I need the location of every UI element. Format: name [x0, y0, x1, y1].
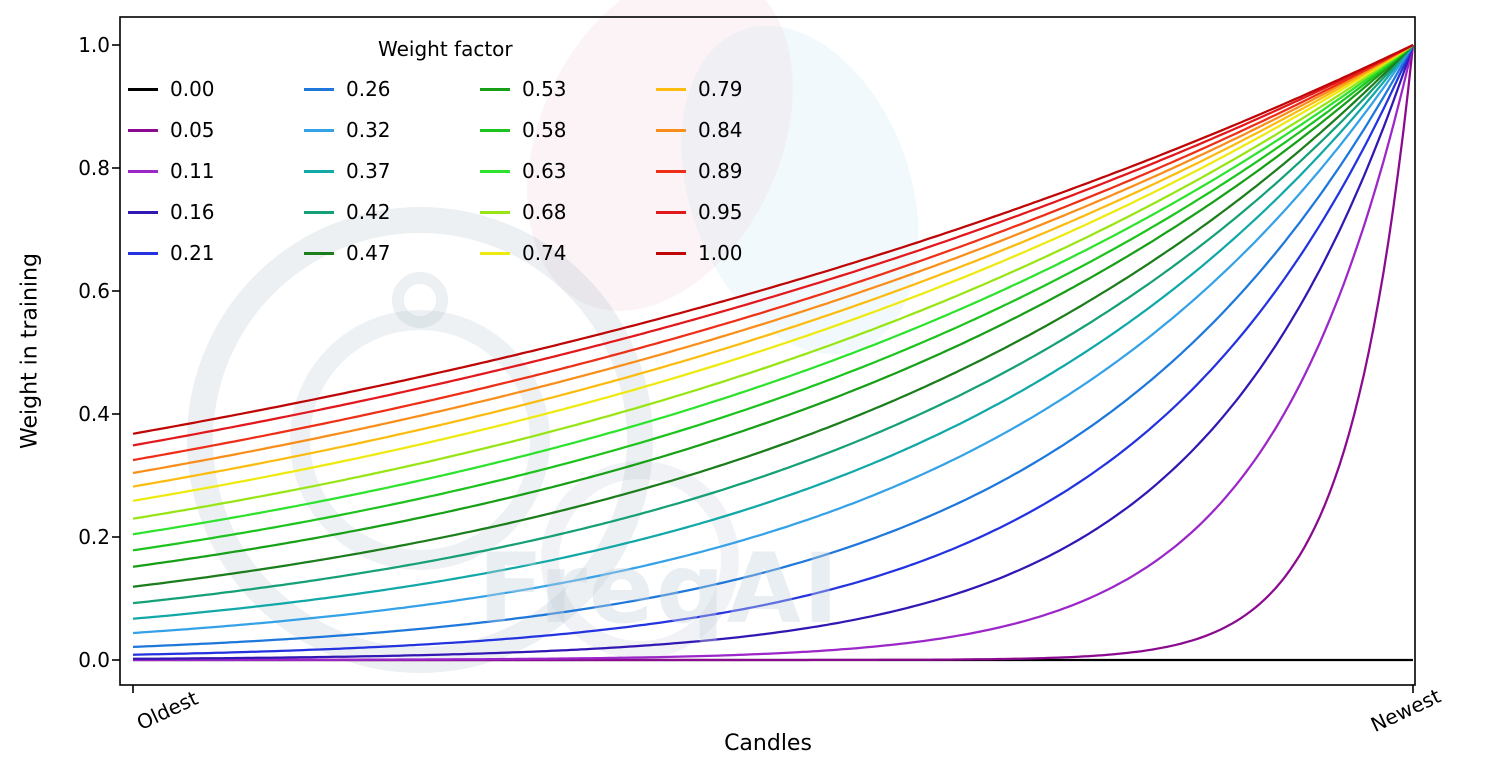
legend-item-0.05: 0.05	[128, 117, 222, 143]
legend-label: 0.21	[170, 241, 215, 265]
legend-item-0.32: 0.32	[304, 117, 398, 143]
legend-item-0.53: 0.53	[480, 76, 574, 102]
legend: Weight factor 0.00 0.05 0.11 0.16 0.21 0.26 0.…	[128, 36, 750, 266]
legend-item-0.42: 0.42	[304, 199, 398, 225]
legend-label: 0.37	[346, 159, 391, 183]
legend-label: 0.53	[522, 77, 567, 101]
legend-label: 0.68	[522, 200, 567, 224]
legend-label: 0.16	[170, 200, 215, 224]
legend-label: 0.32	[346, 118, 391, 142]
series-line-0.53	[132, 44, 1414, 568]
legend-line-swatch	[656, 210, 686, 214]
series-line-0.89	[132, 44, 1414, 462]
series-line-0.95	[132, 43, 1414, 447]
series-line-0.63	[132, 44, 1414, 536]
legend-label: 0.84	[698, 118, 743, 142]
legend-line-swatch	[656, 128, 686, 132]
legend-label: 0.79	[698, 77, 743, 101]
legend-line-swatch	[128, 87, 158, 91]
legend-label: 0.89	[698, 159, 743, 183]
legend-grid: 0.00 0.05 0.11 0.16 0.21 0.26 0.32 0.37 0.42 0.47…	[128, 76, 750, 266]
legend-label: 1.00	[698, 241, 743, 265]
legend-label: 0.74	[522, 241, 567, 265]
legend-label: 0.05	[170, 118, 215, 142]
legend-title: Weight factor	[378, 37, 513, 61]
watermark-stopwatch-knob	[392, 272, 448, 328]
y-tick-label: 0.4	[78, 402, 110, 426]
legend-item-0.58: 0.58	[480, 117, 574, 143]
legend-label: 0.58	[522, 118, 567, 142]
legend-line-swatch	[128, 210, 158, 214]
legend-line-swatch	[128, 169, 158, 173]
legend-item-0.16: 0.16	[128, 199, 222, 225]
legend-line-swatch	[480, 169, 510, 173]
legend-item-0.00: 0.00	[128, 76, 222, 102]
legend-item-0.47: 0.47	[304, 240, 398, 266]
watermark-ring-outer	[187, 207, 653, 673]
legend-item-0.95: 0.95	[656, 199, 750, 225]
series-line-0.47	[132, 44, 1414, 588]
legend-label: 0.26	[346, 77, 391, 101]
y-tick-label: 0.8	[78, 156, 110, 180]
legend-line-swatch	[480, 87, 510, 91]
legend-line-swatch	[304, 128, 334, 132]
legend-line-swatch	[128, 128, 158, 132]
y-tick-label: 0.2	[78, 525, 110, 549]
y-tick-label: 0.6	[78, 279, 110, 303]
legend-item-0.21: 0.21	[128, 240, 222, 266]
legend-item-0.74: 0.74	[480, 240, 574, 266]
series-line-0.74	[132, 44, 1414, 502]
legend-line-swatch	[480, 128, 510, 132]
series-line-1.00	[132, 43, 1414, 435]
legend-line-swatch	[656, 87, 686, 91]
legend-item-0.11: 0.11	[128, 158, 222, 184]
series-line-0.21	[132, 44, 1415, 656]
legend-item-0.68: 0.68	[480, 199, 574, 225]
legend-label: 0.63	[522, 159, 567, 183]
series-line-0.84	[132, 44, 1414, 475]
series-line-0.79	[132, 44, 1414, 488]
watermark-petal-blue	[681, 25, 919, 355]
series-line-0.42	[132, 44, 1414, 605]
legend-line-swatch	[480, 251, 510, 255]
plot-border	[119, 16, 1416, 686]
legend-line-swatch	[128, 251, 158, 255]
legend-item-0.79: 0.79	[656, 76, 750, 102]
series-line-0.68	[132, 44, 1414, 520]
y-tick-label: 0.0	[78, 648, 110, 672]
legend-label: 0.00	[170, 77, 215, 101]
series-line-0.58	[132, 44, 1414, 552]
legend-label: 0.47	[346, 241, 391, 265]
series-line-0.11	[133, 44, 1415, 662]
legend-line-swatch	[304, 87, 334, 91]
legend-line-swatch	[304, 210, 334, 214]
legend-label: 0.42	[346, 200, 391, 224]
y-axis-label: Weight in training	[17, 253, 43, 449]
series-line-0.32	[132, 44, 1414, 635]
legend-item-0.26: 0.26	[304, 76, 398, 102]
legend-item-0.89: 0.89	[656, 158, 750, 184]
legend-line-swatch	[304, 251, 334, 255]
legend-label: 0.95	[698, 200, 743, 224]
legend-item-1.00: 1.00	[656, 240, 750, 266]
watermark-petal-pink	[527, 0, 793, 311]
legend-item-0.84: 0.84	[656, 117, 750, 143]
series-line-0.37	[132, 44, 1414, 620]
x-axis-label: Candles	[724, 731, 812, 756]
legend-line-swatch	[656, 251, 686, 255]
legend-label: 0.11	[170, 159, 215, 183]
series-line-0.16	[133, 44, 1415, 660]
legend-item-0.63: 0.63	[480, 158, 574, 184]
legend-item-0.37: 0.37	[304, 158, 398, 184]
legend-line-swatch	[656, 169, 686, 173]
legend-line-swatch	[304, 169, 334, 173]
legend-line-swatch	[480, 210, 510, 214]
y-tick-label: 1.0	[78, 33, 110, 57]
series-line-0.26	[132, 44, 1414, 649]
watermark-ring-inner	[290, 310, 550, 570]
